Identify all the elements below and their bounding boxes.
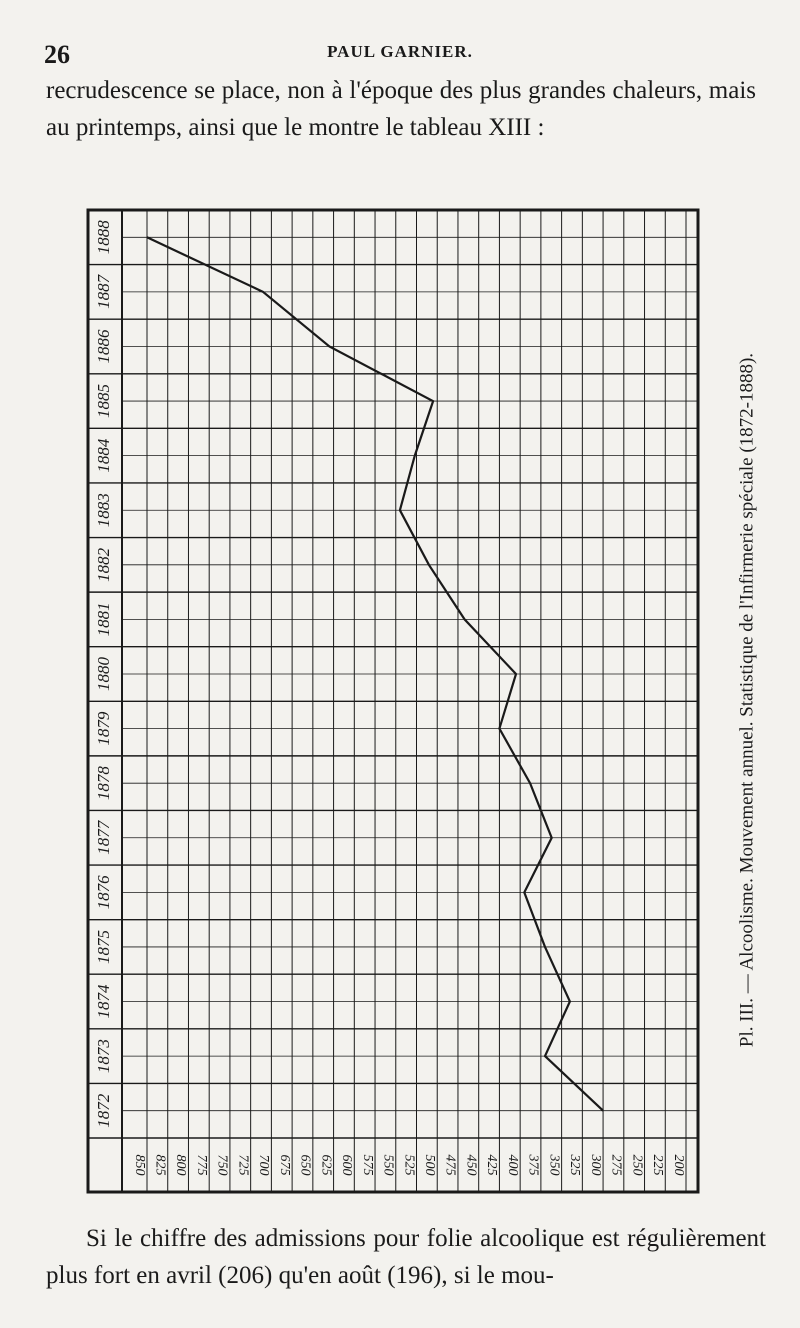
x-tick-label: 675 xyxy=(277,1155,292,1176)
y-tick-label: 1875 xyxy=(94,930,113,964)
x-tick-label: 725 xyxy=(235,1155,250,1176)
x-tick-label: 350 xyxy=(546,1154,561,1176)
y-tick-label: 1885 xyxy=(94,384,113,418)
y-tick-label: 1872 xyxy=(94,1093,113,1128)
y-tick-label: 1882 xyxy=(94,547,113,582)
y-tick-label: 1880 xyxy=(94,657,113,692)
x-tick-label: 825 xyxy=(153,1155,168,1176)
x-tick-label: 225 xyxy=(650,1155,665,1176)
x-tick-label: 600 xyxy=(339,1155,354,1176)
paragraph: Si le chiffre des admissions pour folie … xyxy=(46,1225,766,1289)
page-number: 26 xyxy=(44,40,70,69)
chart-title: Pl. III. — Alcoolisme. Mouvement annuel.… xyxy=(736,353,757,1047)
y-tick-label: 1888 xyxy=(94,220,113,255)
y-tick-label: 1877 xyxy=(94,819,113,855)
y-tick-label: 1878 xyxy=(94,766,113,801)
x-tick-label: 750 xyxy=(215,1155,230,1176)
y-tick-label: 1884 xyxy=(94,438,113,473)
y-tick-label: 1881 xyxy=(94,602,113,636)
x-tick-label: 775 xyxy=(194,1155,209,1176)
x-tick-label: 375 xyxy=(526,1154,541,1176)
x-tick-label: 800 xyxy=(173,1155,188,1176)
x-tick-label: 550 xyxy=(381,1155,396,1176)
x-tick-label: 450 xyxy=(463,1155,478,1176)
y-tick-label: 1876 xyxy=(94,875,113,910)
x-tick-label: 400 xyxy=(505,1155,520,1176)
y-tick-label: 1879 xyxy=(94,711,113,746)
x-tick-label: 525 xyxy=(401,1155,416,1176)
x-tick-label: 250 xyxy=(629,1155,644,1176)
y-tick-label: 1874 xyxy=(94,984,113,1019)
y-tick-label: 1873 xyxy=(94,1039,113,1073)
data-line xyxy=(146,236,604,1112)
x-tick-label: 300 xyxy=(588,1154,603,1176)
x-tick-label: 500 xyxy=(422,1155,437,1176)
x-tick-label: 625 xyxy=(318,1155,333,1176)
y-tick-label: 1886 xyxy=(94,329,113,364)
x-tick-label: 325 xyxy=(567,1154,582,1176)
x-tick-label: 425 xyxy=(484,1155,499,1176)
paragraph: recrudescence se place, non à l'époque d… xyxy=(46,77,756,141)
x-tick-label: 200 xyxy=(671,1155,686,1176)
y-tick-label: 1883 xyxy=(94,493,113,527)
x-tick-label: 850 xyxy=(132,1155,147,1176)
x-tick-label: 700 xyxy=(256,1155,271,1176)
running-title: PAUL GARNIER. xyxy=(327,42,473,61)
y-tick-label: 1887 xyxy=(94,273,113,309)
x-tick-label: 575 xyxy=(360,1155,375,1176)
x-tick-label: 275 xyxy=(609,1155,624,1176)
x-tick-label: 650 xyxy=(298,1155,313,1176)
x-tick-label: 475 xyxy=(443,1155,458,1176)
